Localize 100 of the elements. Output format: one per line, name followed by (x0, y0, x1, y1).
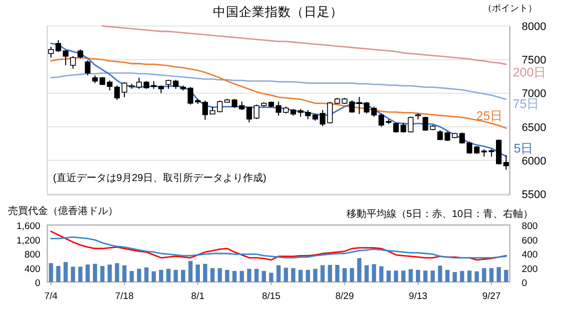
bar (342, 268, 347, 282)
y2-tick-label: 600 (522, 235, 538, 246)
x-tick-label: 8/15 (262, 291, 280, 302)
bar (254, 268, 259, 282)
bar (401, 270, 406, 282)
line-series (50, 42, 507, 158)
x-tick-label: 7/4 (44, 291, 58, 302)
bar (328, 264, 332, 282)
bar (504, 270, 508, 282)
candlestick (106, 80, 112, 92)
bar (203, 264, 208, 282)
bar (489, 268, 494, 282)
bar (291, 268, 296, 282)
y-tick-label: 7500 (522, 54, 546, 67)
bar (78, 266, 82, 282)
bar (298, 270, 303, 282)
bar (386, 270, 391, 282)
bar (335, 264, 340, 282)
line-series (50, 56, 507, 129)
bar (438, 266, 442, 282)
bar (56, 266, 60, 282)
bar (152, 271, 156, 282)
y-tick-label: 5500 (522, 189, 546, 201)
y2-tick-label: 200 (522, 264, 538, 275)
bar (276, 265, 281, 282)
y-tick-label: 400 (24, 264, 40, 275)
bar (114, 263, 120, 282)
x-tick-label: 9/13 (408, 291, 428, 302)
bar (460, 270, 464, 282)
series-label: 75日 (512, 97, 540, 112)
bar (408, 269, 413, 282)
bar (100, 266, 104, 282)
bar (394, 270, 398, 282)
y-tick-label: 8000 (522, 21, 546, 33)
bar (174, 270, 178, 282)
bar (196, 264, 200, 282)
bar (122, 265, 126, 282)
x-tick-label: 7/18 (115, 291, 134, 302)
bar (136, 268, 142, 282)
bar (210, 268, 215, 282)
line-series (50, 236, 507, 258)
bar (64, 262, 68, 282)
bar (496, 267, 501, 282)
y-tick-label: 0 (35, 278, 40, 289)
series-label: 5日 (514, 141, 534, 156)
y-tick-label: 1,600 (16, 221, 40, 232)
x-tick-label: 8/1 (191, 291, 204, 302)
y-tick-label: 1,200 (16, 235, 40, 246)
annotation: (直近データは9月29日、取引所データより作成) (53, 172, 266, 184)
bar (247, 268, 252, 282)
bar (306, 270, 310, 282)
bar (70, 266, 76, 282)
bar (158, 270, 164, 282)
bar (350, 268, 354, 282)
bar (452, 272, 457, 282)
candlestick (496, 139, 502, 165)
bar (284, 268, 288, 282)
bar (445, 270, 450, 282)
bar (92, 264, 98, 282)
x-tick-label: 8/29 (335, 291, 354, 302)
bar (166, 268, 171, 282)
bar (225, 270, 230, 282)
bar (357, 258, 362, 282)
candlestick (84, 60, 90, 76)
bar (416, 270, 420, 282)
bar (108, 264, 112, 282)
bar (379, 266, 384, 282)
candlestick (503, 154, 509, 170)
bar (430, 270, 435, 282)
candlestick (422, 116, 428, 132)
line-series (102, 25, 507, 65)
x-tick-label: 9/27 (482, 291, 501, 302)
y2-axis-title: 移動平均線（5日：赤、10日：青、右軸） (346, 208, 533, 220)
bar (181, 270, 186, 282)
bar (188, 260, 193, 282)
bar (423, 270, 428, 282)
bar (240, 270, 244, 282)
candlestick (62, 50, 68, 66)
bar (130, 270, 134, 282)
bar (482, 268, 486, 282)
series-label: 200日 (512, 65, 547, 80)
bar (474, 271, 479, 282)
bar (467, 270, 472, 282)
chart-title: 中国企業指数（日足） (213, 5, 343, 19)
bar (313, 268, 318, 282)
bar (269, 272, 274, 282)
candlestick (172, 79, 179, 90)
series-label: 25日 (476, 109, 504, 124)
bar (364, 265, 369, 282)
bar (262, 270, 266, 282)
y-axis-title: 売買代金（億香港ドル） (8, 205, 118, 217)
line-series (50, 230, 507, 261)
bar (48, 263, 54, 282)
bar (86, 264, 90, 282)
bar (320, 265, 325, 282)
bar (218, 268, 222, 282)
bar (232, 270, 237, 282)
bar (372, 264, 376, 282)
y-tick-label: 6000 (522, 155, 546, 168)
y-axis-title: （ポイント） (483, 3, 537, 13)
